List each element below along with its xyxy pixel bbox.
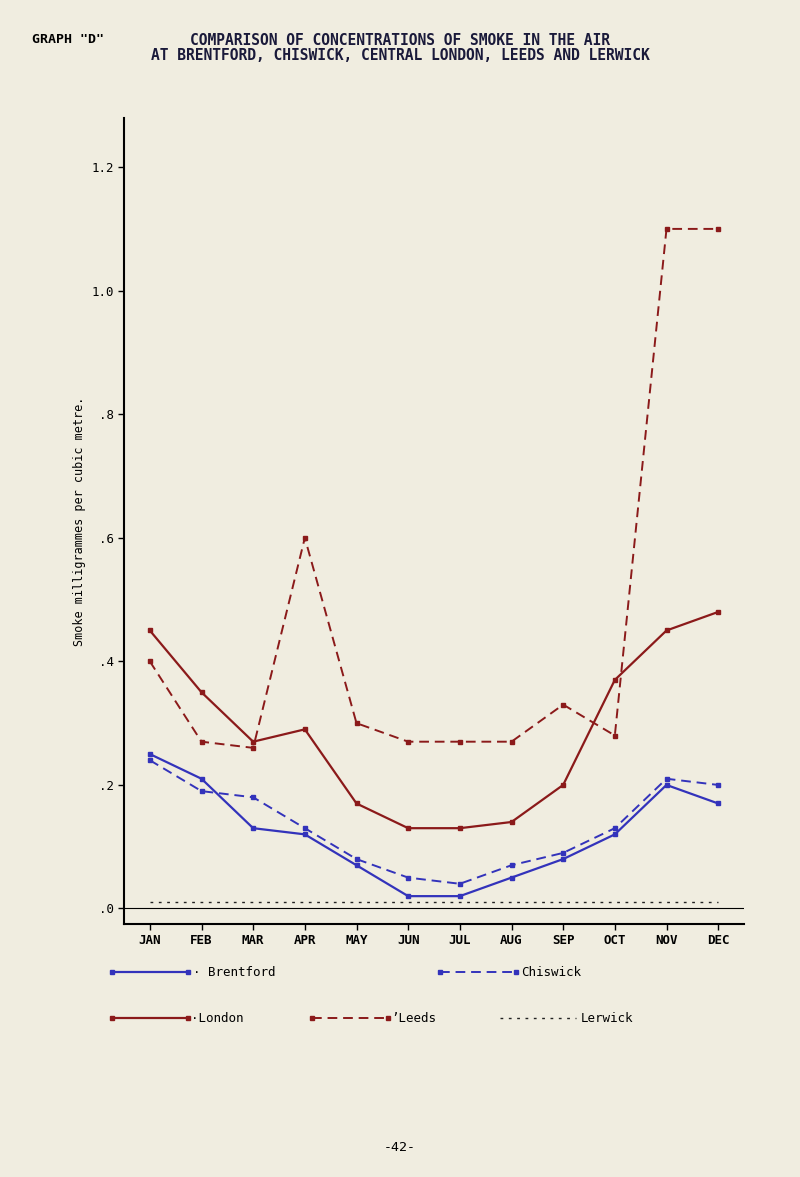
Text: Chiswick: Chiswick xyxy=(521,965,581,979)
Text: Lerwick: Lerwick xyxy=(581,1011,634,1025)
Text: AT BRENTFORD, CHISWICK, CENTRAL LONDON, LEEDS AND LERWICK: AT BRENTFORD, CHISWICK, CENTRAL LONDON, … xyxy=(150,48,650,64)
Text: -42-: -42- xyxy=(384,1142,416,1155)
Text: ’Leeds: ’Leeds xyxy=(391,1011,436,1025)
Text: GRAPH "D": GRAPH "D" xyxy=(32,33,104,46)
Text: · Brentford: · Brentford xyxy=(193,965,275,979)
Y-axis label: Smoke milligrammes per cubic metre.: Smoke milligrammes per cubic metre. xyxy=(73,397,86,645)
Text: COMPARISON OF CONCENTRATIONS OF SMOKE IN THE AIR: COMPARISON OF CONCENTRATIONS OF SMOKE IN… xyxy=(190,33,610,48)
Text: ·London: ·London xyxy=(191,1011,244,1025)
